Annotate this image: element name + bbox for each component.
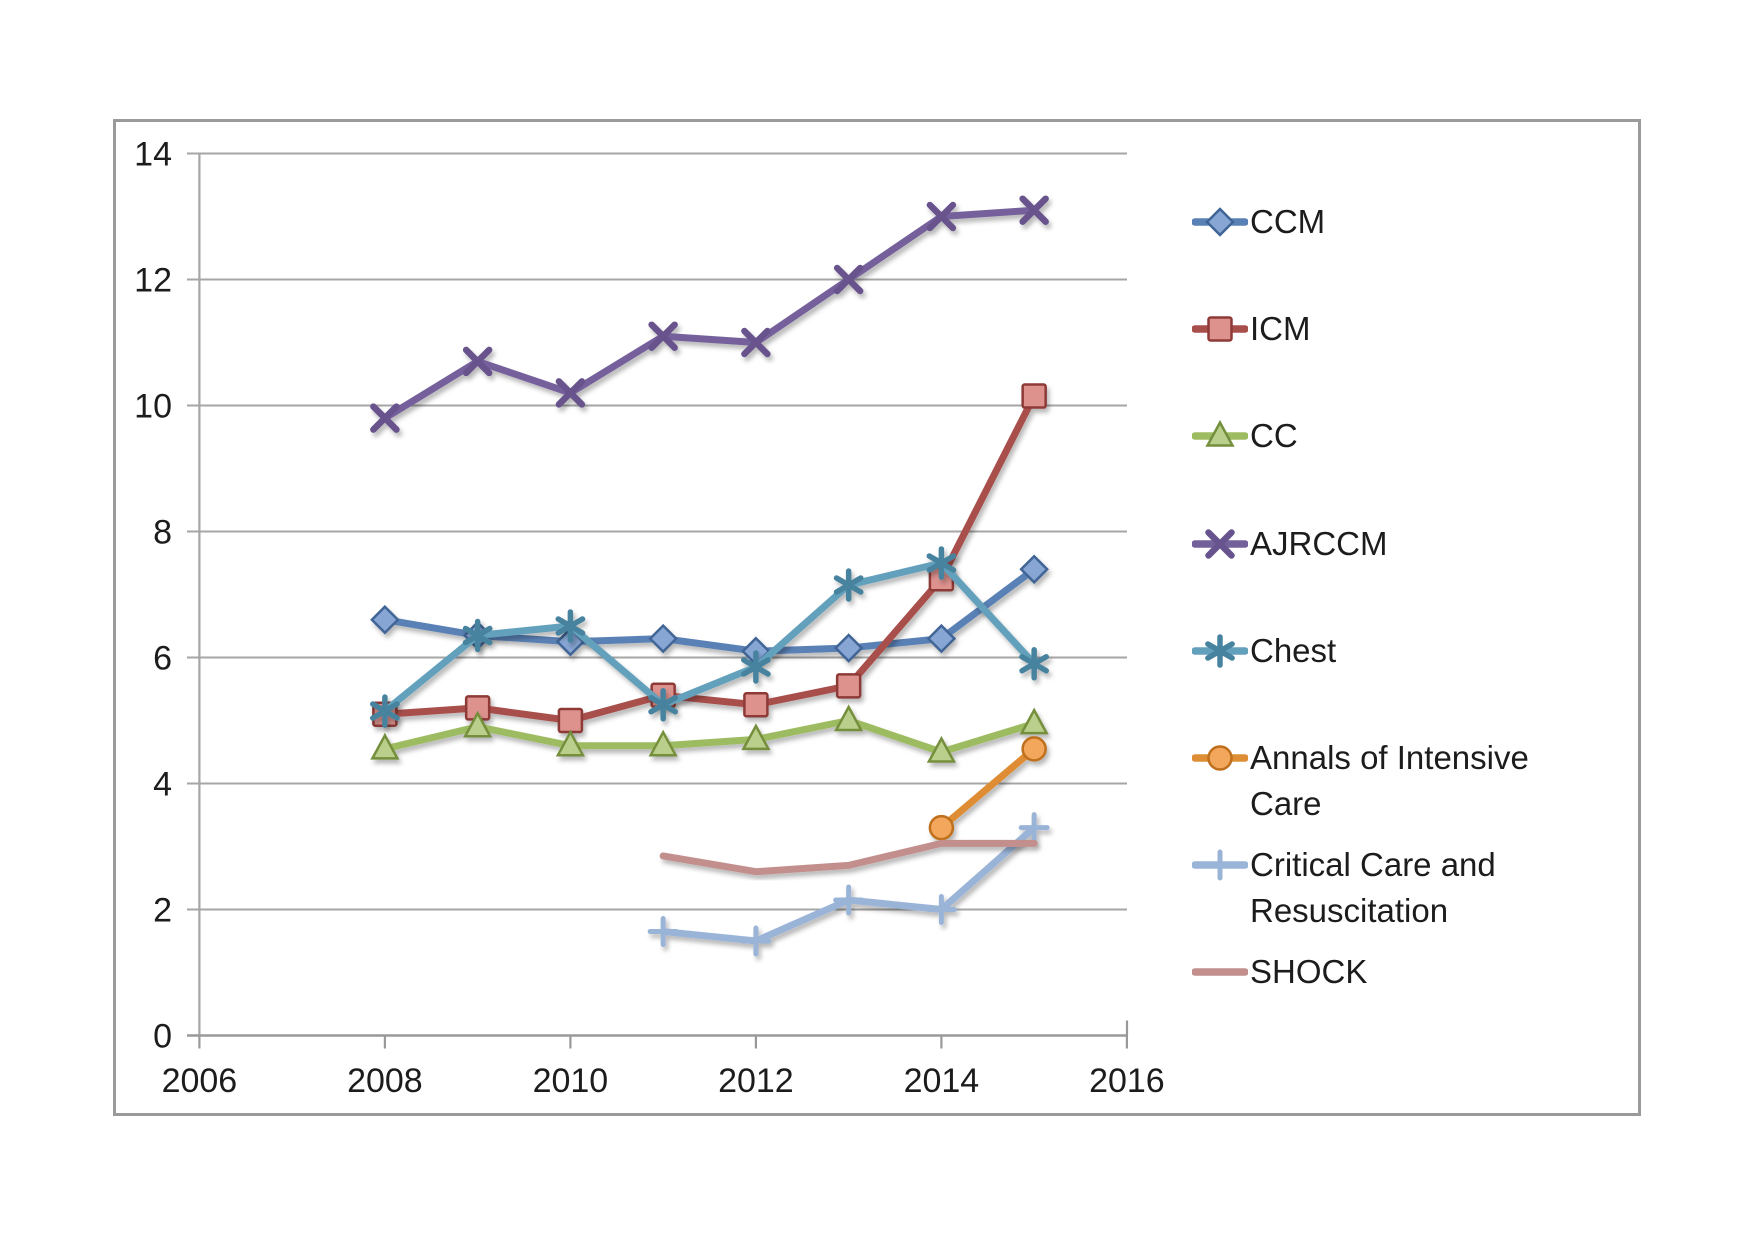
axes: [187, 153, 1129, 1049]
x-tick-label: 2012: [718, 1062, 794, 1100]
series-icm: [372, 383, 1047, 734]
y-tick-label: 6: [153, 640, 172, 678]
x-tick-label: 2006: [162, 1062, 238, 1100]
gridlines: [187, 152, 1127, 911]
y-tick-label: 0: [153, 1018, 172, 1056]
x-tick-label: 2014: [904, 1062, 980, 1100]
y-tick-label: 12: [134, 262, 172, 300]
y-tick-label: 2: [153, 892, 172, 930]
x-tick-label: 2016: [1089, 1062, 1165, 1100]
series-chest: [370, 546, 1050, 728]
y-tick-label: 8: [153, 514, 172, 552]
series-annals-of-intensive-care: [928, 736, 1047, 841]
x-tick-label: 2008: [347, 1062, 423, 1100]
series-shock: [659, 839, 1038, 876]
chart-frame: [113, 119, 1641, 1116]
y-tick-label: 10: [134, 388, 172, 426]
series-cc: [370, 704, 1049, 763]
x-tick-label: 2010: [533, 1062, 609, 1100]
y-axis-labels: 0 2 4 6 8 10 12 14: [134, 136, 172, 1056]
series-critical-care-and-resuscitation: [647, 812, 1050, 957]
y-tick-label: 14: [134, 136, 172, 174]
y-tick-label: 4: [153, 766, 172, 804]
x-axis-labels: 2006 2008 2010 2012 2014 2016: [162, 1062, 1165, 1100]
series-ajrccm: [370, 195, 1049, 433]
